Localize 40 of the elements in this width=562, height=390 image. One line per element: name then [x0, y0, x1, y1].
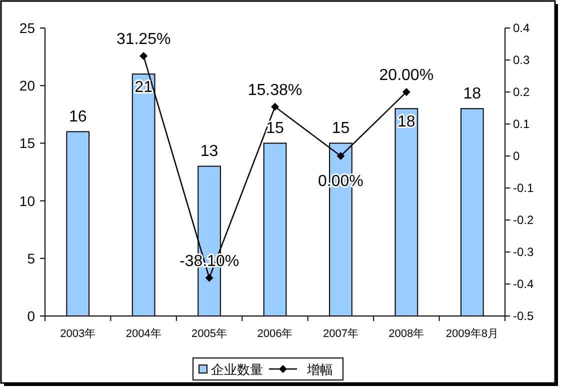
data-label: 15.38%	[248, 82, 302, 99]
y-tick-label: 0	[27, 308, 36, 324]
y-tick-label: 10	[19, 192, 36, 209]
point	[336, 152, 345, 160]
y2-tick-label: -0.1	[513, 181, 534, 195]
x-tick-label: 2004年	[126, 328, 162, 340]
data-label: 13	[200, 143, 218, 160]
y2-tick-label: -0.5	[513, 309, 534, 323]
point	[271, 102, 279, 111]
y2-tick-label: -0.2	[513, 213, 534, 227]
y2-tick-label: -0.4	[513, 277, 534, 291]
data-label: 20.00%	[379, 67, 434, 84]
y-tick-label: 5	[27, 250, 36, 266]
x-tick-label: 2003年	[60, 328, 96, 340]
point	[205, 274, 214, 282]
y-tick-label: 25	[19, 20, 36, 36]
data-label: 15	[266, 120, 284, 138]
x-tick-label: 2009年8月	[446, 328, 498, 340]
legend-label: 增幅	[306, 362, 333, 377]
data-label: 16	[68, 108, 87, 126]
point	[402, 88, 410, 96]
y-tick-label: 20	[19, 78, 36, 94]
x-tick-label: 2008年	[388, 328, 424, 340]
data-label: 18	[463, 86, 482, 103]
y2-tick-label: 0.3	[513, 53, 530, 67]
data-label: 21	[134, 79, 153, 96]
x-tick-label: 2007年	[322, 328, 358, 340]
data-label: 31.25%	[116, 31, 171, 48]
point	[140, 52, 148, 60]
data-label: 15	[332, 120, 350, 138]
data-label: 18	[398, 114, 416, 131]
legend-label: 企业数量	[211, 362, 263, 377]
y-tick-label: 15	[19, 135, 36, 152]
y2-tick-label: 0	[513, 149, 520, 163]
x-tick-label: 2006年	[257, 328, 293, 340]
x-tick-label: 2005年	[192, 328, 228, 340]
y2-tick-label: -0.3	[513, 245, 534, 259]
y2-tick-label: 0.4	[513, 21, 530, 35]
y2-tick-label: 0.1	[513, 117, 530, 131]
y2-tick-label: 0.2	[513, 85, 530, 99]
